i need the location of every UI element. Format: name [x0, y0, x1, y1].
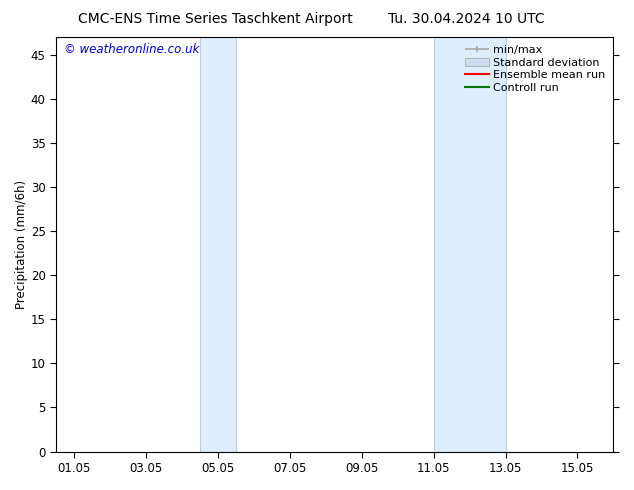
- Y-axis label: Precipitation (mm/6h): Precipitation (mm/6h): [15, 180, 28, 309]
- Text: © weatheronline.co.uk: © weatheronline.co.uk: [65, 43, 200, 56]
- Text: CMC-ENS Time Series Taschkent Airport: CMC-ENS Time Series Taschkent Airport: [78, 12, 353, 26]
- Bar: [434, 37, 505, 452]
- Bar: [200, 37, 236, 452]
- Text: Tu. 30.04.2024 10 UTC: Tu. 30.04.2024 10 UTC: [387, 12, 545, 26]
- Legend: min/max, Standard deviation, Ensemble mean run, Controll run: min/max, Standard deviation, Ensemble me…: [460, 40, 610, 98]
